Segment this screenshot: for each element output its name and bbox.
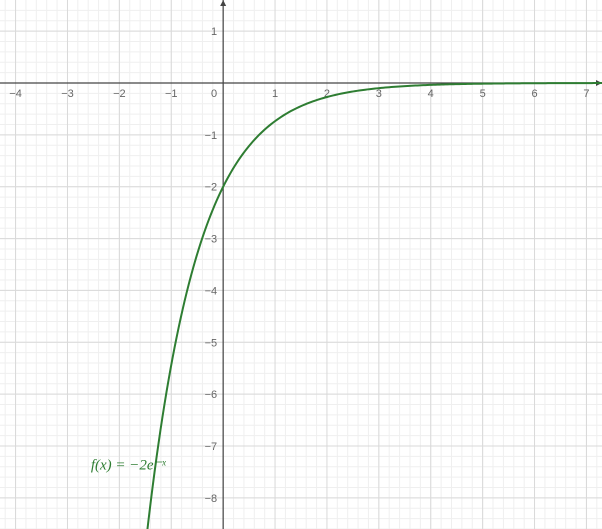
x-tick-label: −4 <box>9 88 22 100</box>
chart-background <box>0 0 602 529</box>
x-tick-label: 1 <box>272 88 278 100</box>
y-tick-label: 1 <box>211 26 217 38</box>
x-tick-label: −1 <box>165 88 178 100</box>
y-tick-label: −3 <box>205 234 218 246</box>
y-tick-label: −2 <box>205 182 218 194</box>
x-tick-label: 5 <box>480 88 486 100</box>
x-tick-label: 6 <box>531 88 537 100</box>
x-tick-label: −3 <box>61 88 74 100</box>
x-tick-label: 0 <box>211 88 217 100</box>
y-tick-label: −6 <box>205 389 218 401</box>
y-tick-label: −8 <box>205 493 218 505</box>
y-tick-label: −7 <box>205 441 218 453</box>
chart-container: −4−3−2−1012345671−1−2−3−4−5−6−7−8f(x) = … <box>0 0 602 529</box>
x-tick-label: 4 <box>428 88 434 100</box>
y-tick-label: −5 <box>205 337 218 349</box>
x-tick-label: 3 <box>376 88 382 100</box>
x-tick-label: 7 <box>583 88 589 100</box>
y-tick-label: −4 <box>205 285 218 297</box>
formula-label: f(x) = −2e⁻ˣ <box>91 457 167 473</box>
x-tick-label: −2 <box>113 88 126 100</box>
y-tick-label: −1 <box>205 130 218 142</box>
chart-svg: −4−3−2−1012345671−1−2−3−4−5−6−7−8f(x) = … <box>0 0 602 529</box>
